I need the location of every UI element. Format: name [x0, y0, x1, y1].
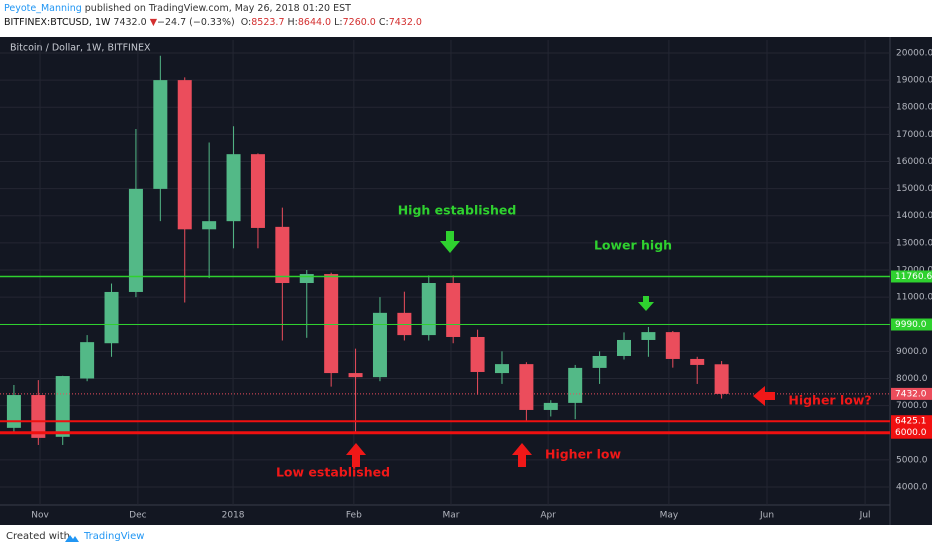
candle-body	[641, 332, 656, 340]
price-label: 9990.0	[895, 320, 927, 330]
candle-body	[226, 154, 241, 222]
candle-body	[568, 367, 583, 403]
ohlc-value: 7260.0	[342, 17, 376, 28]
ohlc-value: 7432.0	[388, 17, 422, 28]
y-tick-label: 15000.0	[896, 184, 932, 194]
candle-body	[324, 274, 339, 374]
candle-body	[299, 274, 314, 284]
arrow	[638, 296, 654, 311]
price-label-bg	[891, 415, 932, 428]
candle-body	[617, 339, 632, 356]
candle-body	[250, 154, 265, 228]
annotation: Low established	[276, 465, 390, 480]
ohlc-label: C:	[378, 17, 389, 28]
annotation: Higher low?	[788, 393, 871, 408]
change: −24.7 (−0.33%)	[157, 17, 235, 28]
candle-body	[31, 395, 46, 438]
candle-body	[153, 80, 168, 189]
y-tick-label: 13000.0	[896, 238, 932, 248]
x-tick-label: Nov	[31, 511, 49, 521]
y-tick-label: 4000.0	[896, 482, 928, 492]
chart-title: Bitcoin / Dollar, 1W, BITFINEX	[10, 43, 151, 54]
x-tick-label: Dec	[129, 511, 146, 521]
arrow	[440, 231, 460, 253]
annotation: High established	[398, 203, 517, 218]
candle-body	[543, 402, 558, 410]
author[interactable]: Peyote_Manning	[4, 3, 82, 14]
candle-body	[470, 336, 485, 372]
ohlc-label: O:	[240, 17, 252, 28]
candle-body	[421, 283, 436, 336]
header: Peyote_Manning published on TradingView.…	[0, 0, 932, 37]
x-tick-label: 2018	[222, 511, 245, 521]
arrow	[512, 443, 532, 467]
x-tick-label: May	[660, 511, 679, 521]
y-tick-label: 14000.0	[896, 211, 932, 221]
candle-body	[104, 291, 119, 344]
ohlc-label: L:	[334, 17, 343, 28]
price-label-bg	[891, 270, 932, 283]
logo	[65, 535, 79, 542]
change-arrow: ▼	[149, 17, 158, 28]
ohlc-label: H:	[287, 17, 298, 28]
y-tick-label: 20000.0	[896, 48, 932, 58]
candle-body	[397, 312, 412, 336]
candle-body	[372, 312, 387, 378]
candle-body	[714, 364, 729, 394]
footer: Created with TradingView	[0, 525, 932, 550]
candle-body	[55, 376, 70, 437]
candle-body	[494, 364, 509, 374]
published: published on TradingView.com, May 26, 20…	[84, 3, 351, 14]
y-tick-label: 8000.0	[896, 374, 928, 384]
price-label: 6425.1	[895, 417, 927, 427]
x-tick-label: Mar	[442, 511, 459, 521]
price-label: 6000.0	[895, 428, 927, 438]
candle-body	[128, 188, 143, 292]
candle-body	[202, 221, 217, 230]
x-tick-label: Jun	[759, 511, 774, 521]
brand[interactable]: TradingView	[84, 531, 145, 542]
candle-body	[348, 373, 363, 378]
price: 7432.0	[113, 17, 147, 28]
candle-body	[519, 364, 534, 410]
candle-body	[177, 80, 192, 230]
candle-body	[665, 332, 680, 359]
y-tick-label: 16000.0	[896, 157, 932, 167]
price-label-bg	[891, 318, 932, 331]
y-tick-label: 7000.0	[896, 401, 928, 411]
created: Created with	[6, 531, 70, 542]
annotation: Lower high	[594, 238, 672, 253]
candle-body	[6, 395, 21, 428]
candle-body	[275, 226, 290, 284]
y-tick-label: 19000.0	[896, 76, 932, 86]
price-label: 11760.6	[895, 272, 932, 282]
y-tick-label: 9000.0	[896, 347, 928, 357]
x-tick-label: Apr	[540, 511, 556, 521]
arrow	[753, 386, 775, 406]
symbol: BITFINEX:BTCUSD, 1W	[4, 17, 111, 28]
x-tick-label: Jul	[859, 511, 871, 521]
candle-body	[446, 283, 461, 337]
y-tick-label: 5000.0	[896, 455, 928, 465]
candle-body	[592, 355, 607, 368]
y-tick-label: 18000.0	[896, 103, 932, 113]
candle-body	[80, 342, 95, 379]
ohlc-value: 8644.0	[297, 17, 332, 28]
ohlc-value: 8523.7	[251, 17, 285, 28]
candle-body	[690, 358, 705, 365]
annotation: Higher low	[545, 447, 621, 462]
y-tick-label: 11000.0	[896, 293, 932, 303]
ohlc: O:8523.7 H:8644.0 L:7260.0 C:7432.0	[238, 17, 422, 28]
price-label-bg	[891, 426, 932, 439]
price-label: 7432.0	[895, 389, 927, 399]
price-label-bg	[891, 387, 932, 400]
chart: Bitcoin / Dollar, 1W, BITFINEX 4000.0 500…	[0, 37, 932, 525]
arrow	[346, 443, 366, 467]
x-tick-label: Feb	[346, 511, 362, 521]
y-tick-label: 17000.0	[896, 130, 932, 140]
